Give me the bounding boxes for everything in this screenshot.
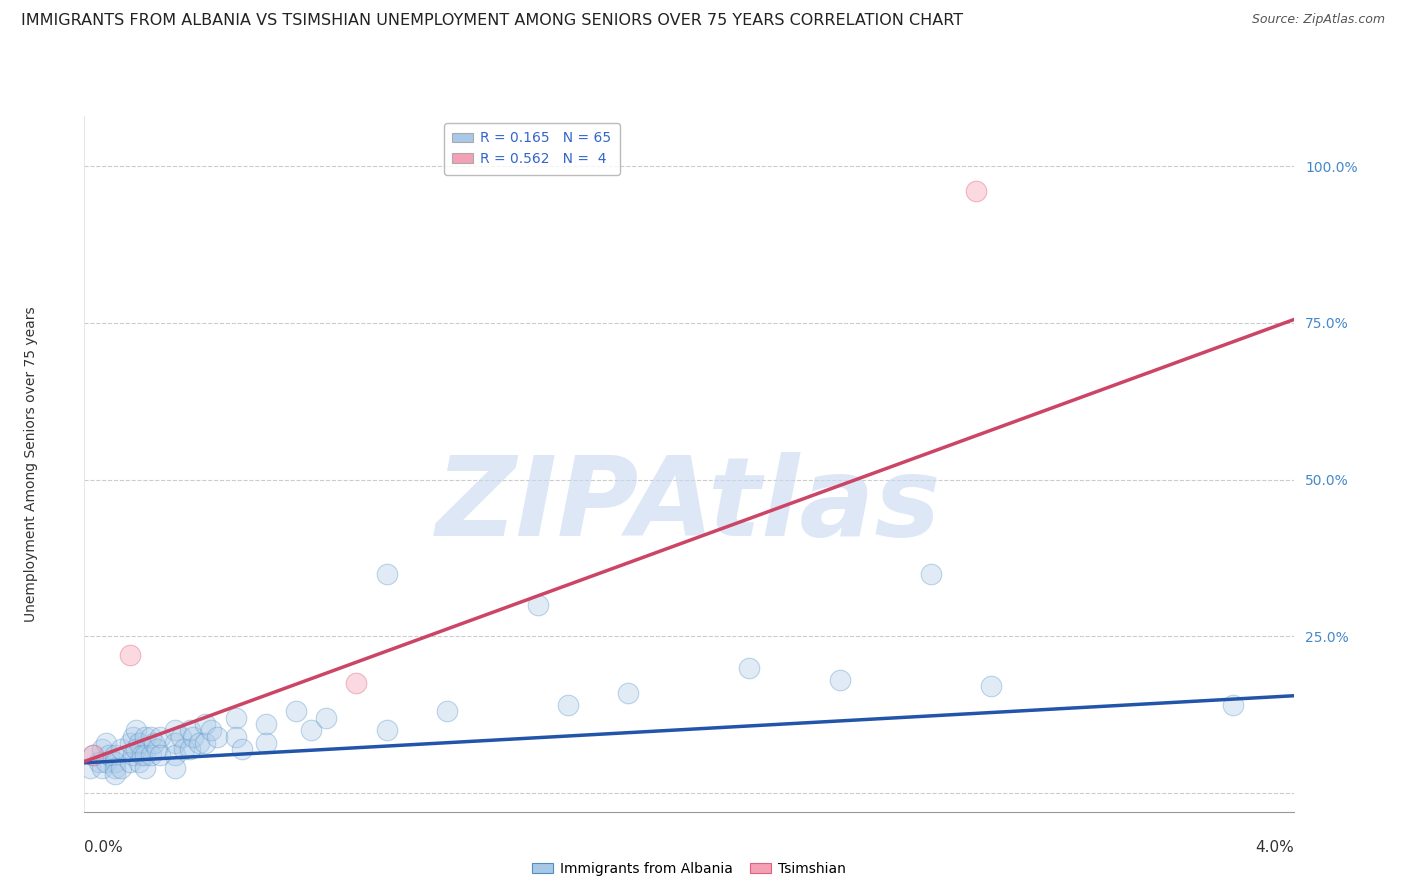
Text: Source: ZipAtlas.com: Source: ZipAtlas.com	[1251, 13, 1385, 27]
Point	[200, 723, 222, 738]
Point	[128, 736, 150, 750]
Point	[104, 748, 127, 763]
Point	[225, 711, 247, 725]
Point	[149, 748, 172, 763]
Point	[207, 730, 229, 744]
Legend: Immigrants from Albania, Tsimshian: Immigrants from Albania, Tsimshian	[527, 856, 851, 881]
Point	[149, 730, 172, 744]
Point	[118, 648, 141, 662]
Point	[346, 676, 368, 690]
Point	[194, 717, 217, 731]
Point	[139, 730, 162, 744]
Point	[194, 736, 217, 750]
Point	[1222, 698, 1244, 713]
Point	[134, 748, 156, 763]
Point	[980, 679, 1002, 693]
Point	[97, 748, 120, 763]
Text: IMMIGRANTS FROM ALBANIA VS TSIMSHIAN UNEMPLOYMENT AMONG SENIORS OVER 75 YEARS CO: IMMIGRANTS FROM ALBANIA VS TSIMSHIAN UNE…	[21, 13, 963, 29]
Point	[557, 698, 579, 713]
Point	[965, 184, 987, 198]
Point	[134, 761, 156, 775]
Point	[139, 748, 162, 763]
Point	[315, 711, 337, 725]
Point	[188, 736, 211, 750]
Point	[91, 761, 114, 775]
Point	[165, 761, 187, 775]
Point	[131, 748, 153, 763]
Point	[617, 685, 640, 699]
Point	[125, 723, 148, 738]
Point	[104, 755, 127, 769]
Point	[94, 755, 117, 769]
Text: 4.0%: 4.0%	[1254, 839, 1294, 855]
Point	[375, 723, 398, 738]
Point	[121, 730, 143, 744]
Text: ZIPAtlas: ZIPAtlas	[436, 452, 942, 559]
Point	[110, 742, 132, 756]
Point	[82, 748, 104, 763]
Point	[375, 566, 398, 581]
Point	[225, 730, 247, 744]
Point	[173, 742, 195, 756]
Point	[181, 730, 204, 744]
Point	[104, 761, 127, 775]
Point	[284, 705, 308, 719]
Point	[170, 730, 193, 744]
Point	[125, 742, 148, 756]
Point	[134, 730, 156, 744]
Point	[79, 761, 101, 775]
Point	[128, 755, 150, 769]
Point	[91, 742, 114, 756]
Point	[165, 736, 187, 750]
Point	[165, 723, 187, 738]
Text: Unemployment Among Seniors over 75 years: Unemployment Among Seniors over 75 years	[24, 306, 38, 622]
Point	[118, 736, 141, 750]
Point	[110, 761, 132, 775]
Point	[118, 755, 141, 769]
Point	[121, 748, 143, 763]
Point	[179, 742, 201, 756]
Point	[299, 723, 322, 738]
Point	[142, 736, 165, 750]
Point	[436, 705, 458, 719]
Point	[165, 748, 187, 763]
Point	[179, 723, 201, 738]
Point	[920, 566, 942, 581]
Point	[146, 742, 169, 756]
Text: 0.0%: 0.0%	[84, 839, 124, 855]
Point	[89, 755, 111, 769]
Point	[738, 660, 761, 674]
Point	[231, 742, 253, 756]
Point	[830, 673, 852, 687]
Point	[104, 767, 127, 781]
Point	[527, 598, 550, 612]
Point	[82, 748, 104, 763]
Point	[254, 717, 277, 731]
Point	[94, 736, 117, 750]
Point	[254, 736, 277, 750]
